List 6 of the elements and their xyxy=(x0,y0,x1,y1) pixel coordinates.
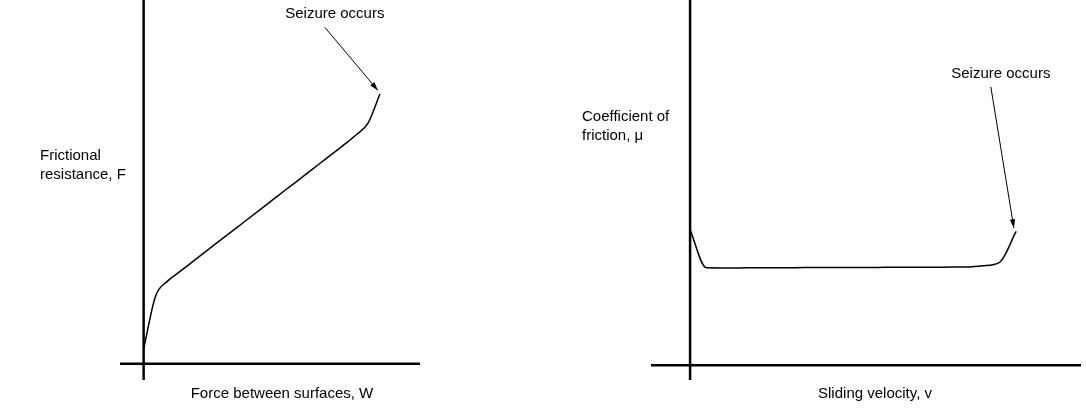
x-axis-title: Force between surfaces, W xyxy=(190,384,374,401)
x-axis-title: Sliding velocity, v xyxy=(818,384,932,401)
y-axis-title: Coefficient of friction, μ xyxy=(582,106,671,144)
text: Seizure occurs xyxy=(951,64,1051,82)
y-axis-title: Frictional resistance, F xyxy=(40,145,127,183)
text: Seizure occurs xyxy=(285,4,385,22)
